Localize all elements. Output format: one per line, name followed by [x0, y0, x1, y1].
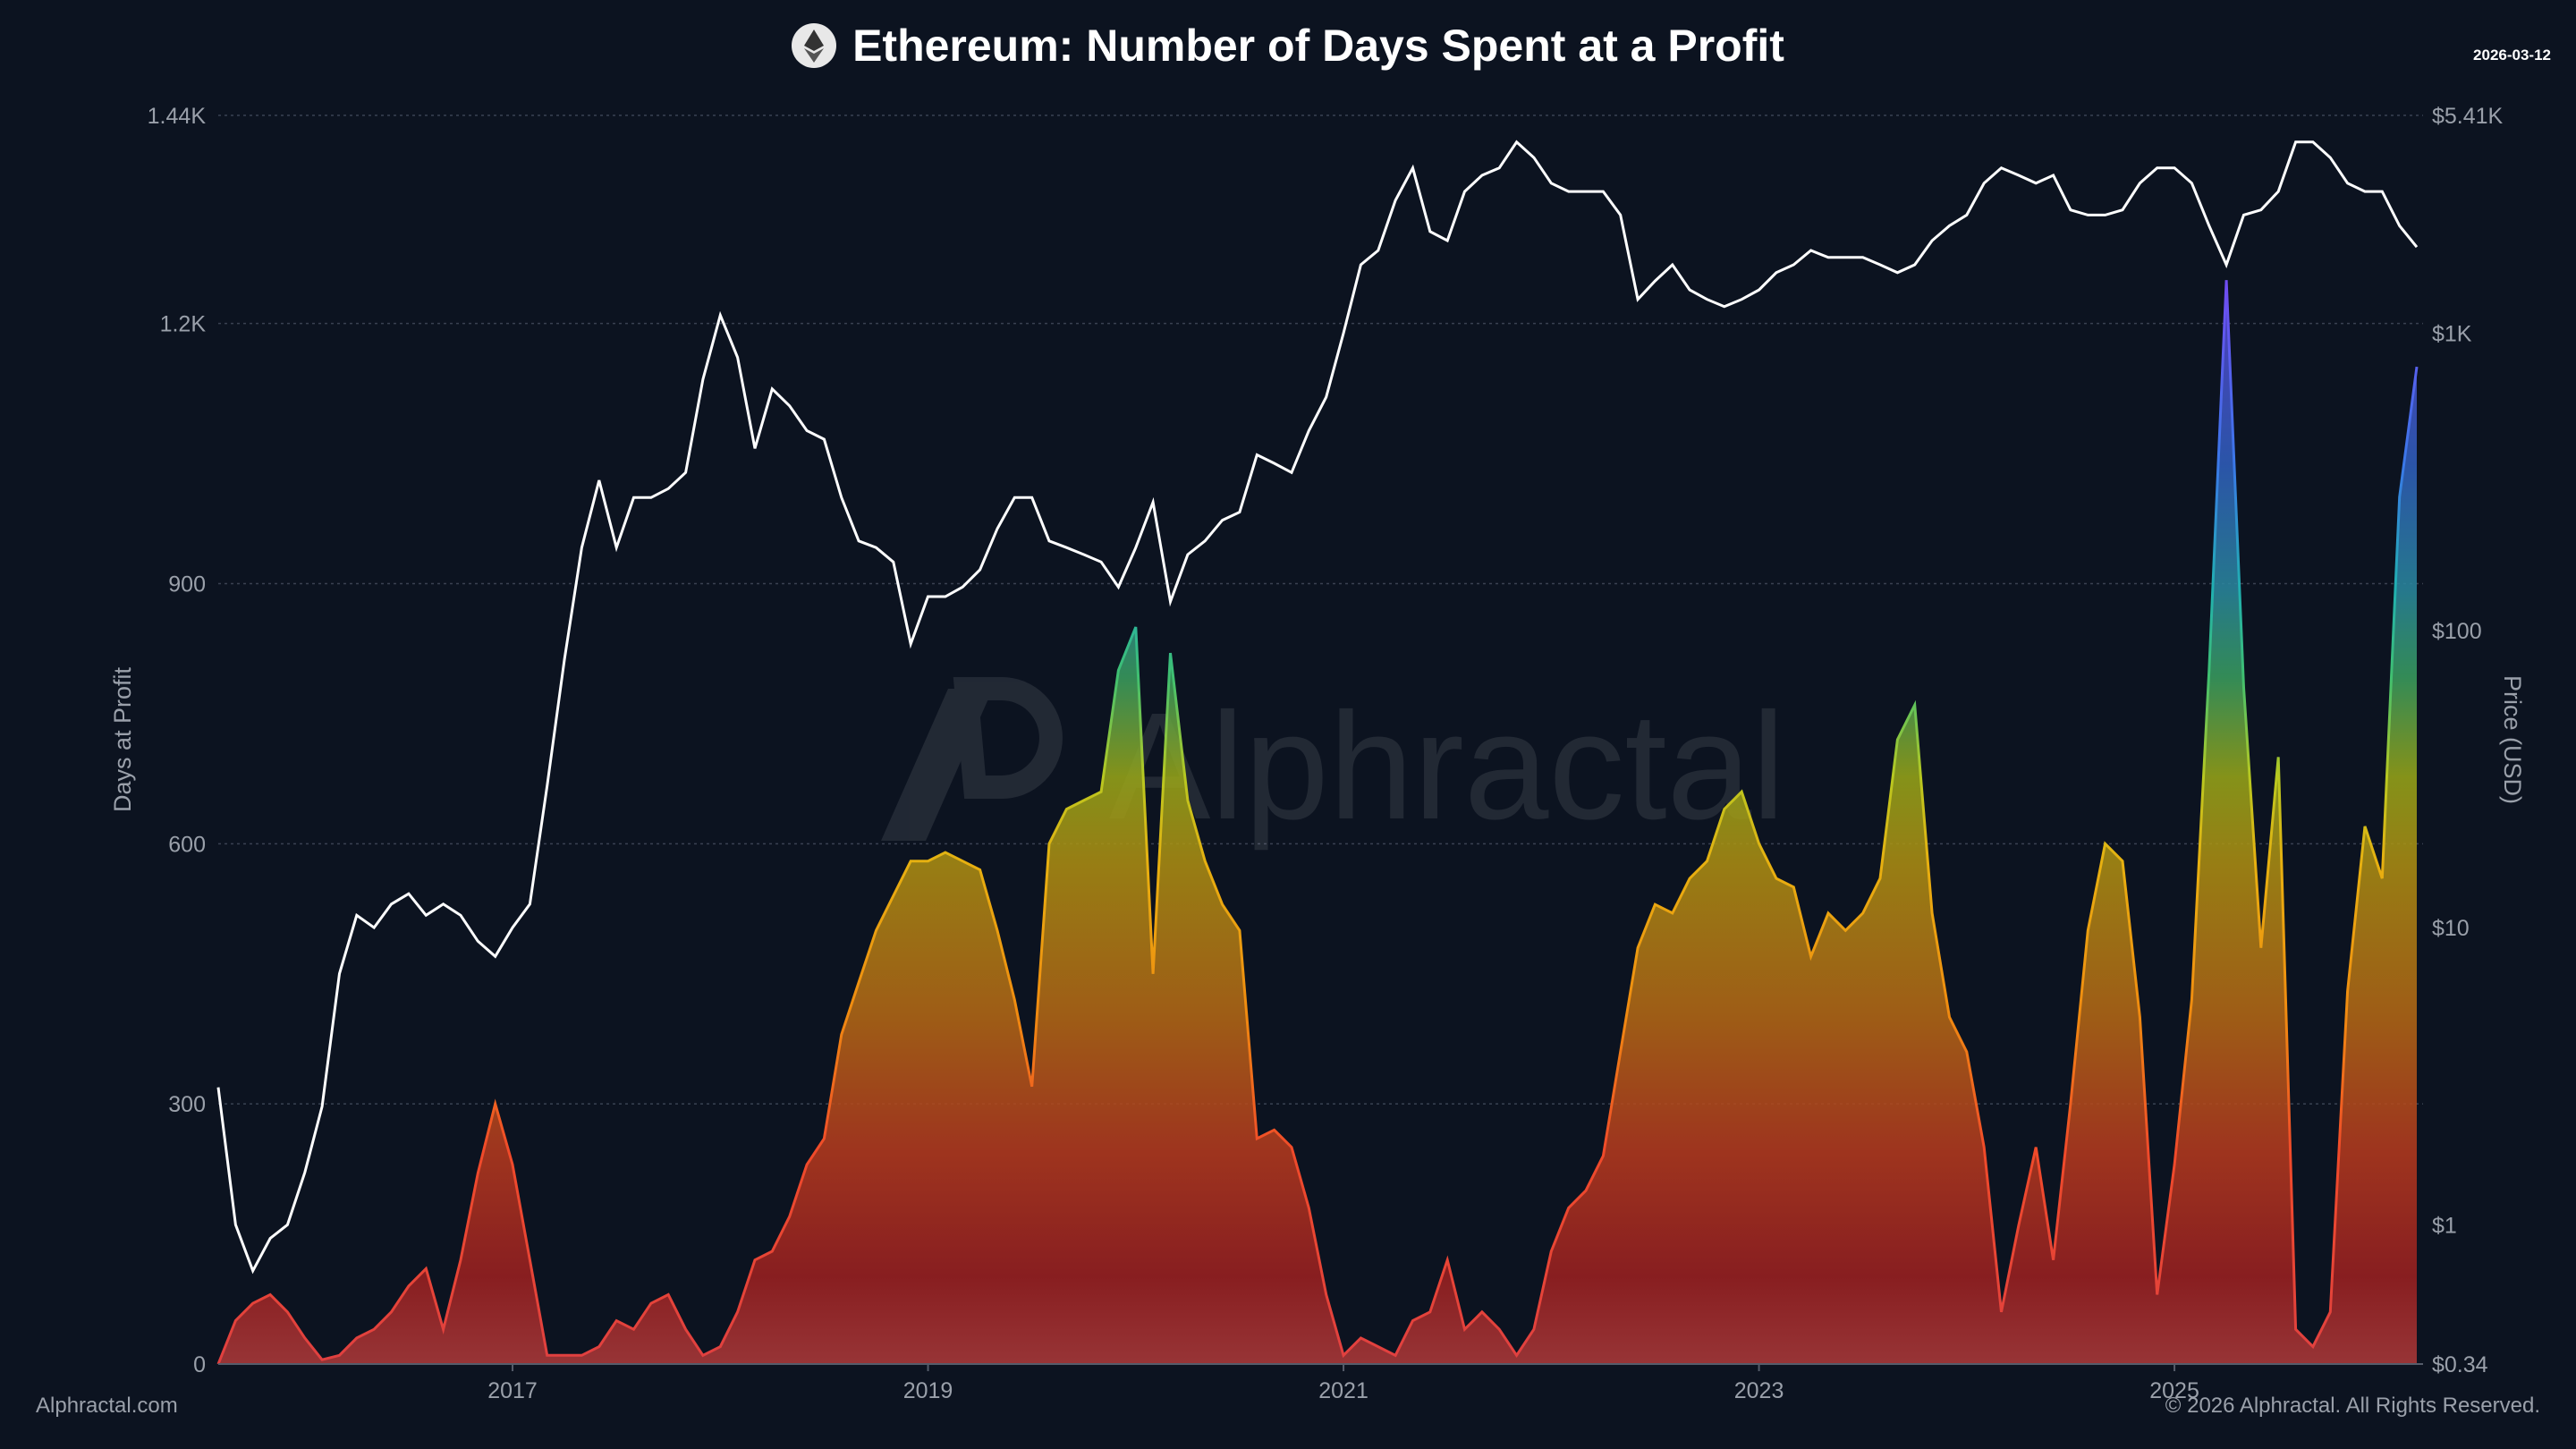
- y2-tick-label: $1K: [2432, 322, 2472, 347]
- y2-tick-label: $5.41K: [2432, 104, 2504, 129]
- x-tick-label: 2019: [903, 1378, 953, 1403]
- watermark-logo-icon: [881, 689, 993, 841]
- x-tick-label: 2025: [2149, 1378, 2199, 1403]
- y2-tick-label: $0.34: [2432, 1352, 2488, 1377]
- x-tick-label: 2023: [1734, 1378, 1784, 1403]
- x-tick-label: 2021: [1318, 1378, 1368, 1403]
- grid-lines: [218, 114, 2423, 1105]
- watermark: Alphractal: [881, 677, 1785, 852]
- x-tick-label: 2017: [487, 1378, 538, 1403]
- days-at-profit-line: [216, 280, 2419, 1365]
- ethereum-logo-icon: [792, 23, 837, 68]
- y2-tick-label: $100: [2432, 619, 2482, 644]
- chart-title: Ethereum: Number of Days Spent at a Prof…: [0, 20, 2576, 72]
- y-tick-label: 0: [193, 1352, 206, 1377]
- watermark-text: Alphractal: [1109, 682, 1785, 852]
- y2-axis-title: Price (USD): [2499, 675, 2526, 804]
- chart-title-text: Ethereum: Number of Days Spent at a Prof…: [852, 21, 1784, 71]
- left-axis-ticks: 0 300 600 900 1.2K 1.44K: [148, 104, 207, 1377]
- y-tick-label: 1.2K: [160, 312, 207, 337]
- y-tick-label: 300: [168, 1092, 206, 1117]
- footer-copyright: © 2026 Alphractal. All Rights Reserved.: [2165, 1394, 2540, 1418]
- y-tick-label: 900: [168, 572, 206, 597]
- x-axis-ticks: 2017 2019 2021 2023 2025: [218, 1363, 2423, 1403]
- right-axis-ticks: $0.34 $1 $10 $100 $1K $5.41K: [2432, 104, 2504, 1377]
- y2-tick-label: $1: [2432, 1213, 2457, 1238]
- y2-tick-label: $10: [2432, 916, 2470, 941]
- price-line: [216, 140, 2419, 1275]
- footer-site: Alphractal.com: [36, 1394, 178, 1418]
- days-at-profit-area: [218, 280, 2417, 1365]
- date-stamp: 2026-03-12: [2473, 47, 2551, 64]
- y-tick-label: 600: [168, 832, 206, 857]
- y-axis-title: Days at Profit: [109, 666, 136, 812]
- y-tick-label: 1.44K: [148, 104, 207, 129]
